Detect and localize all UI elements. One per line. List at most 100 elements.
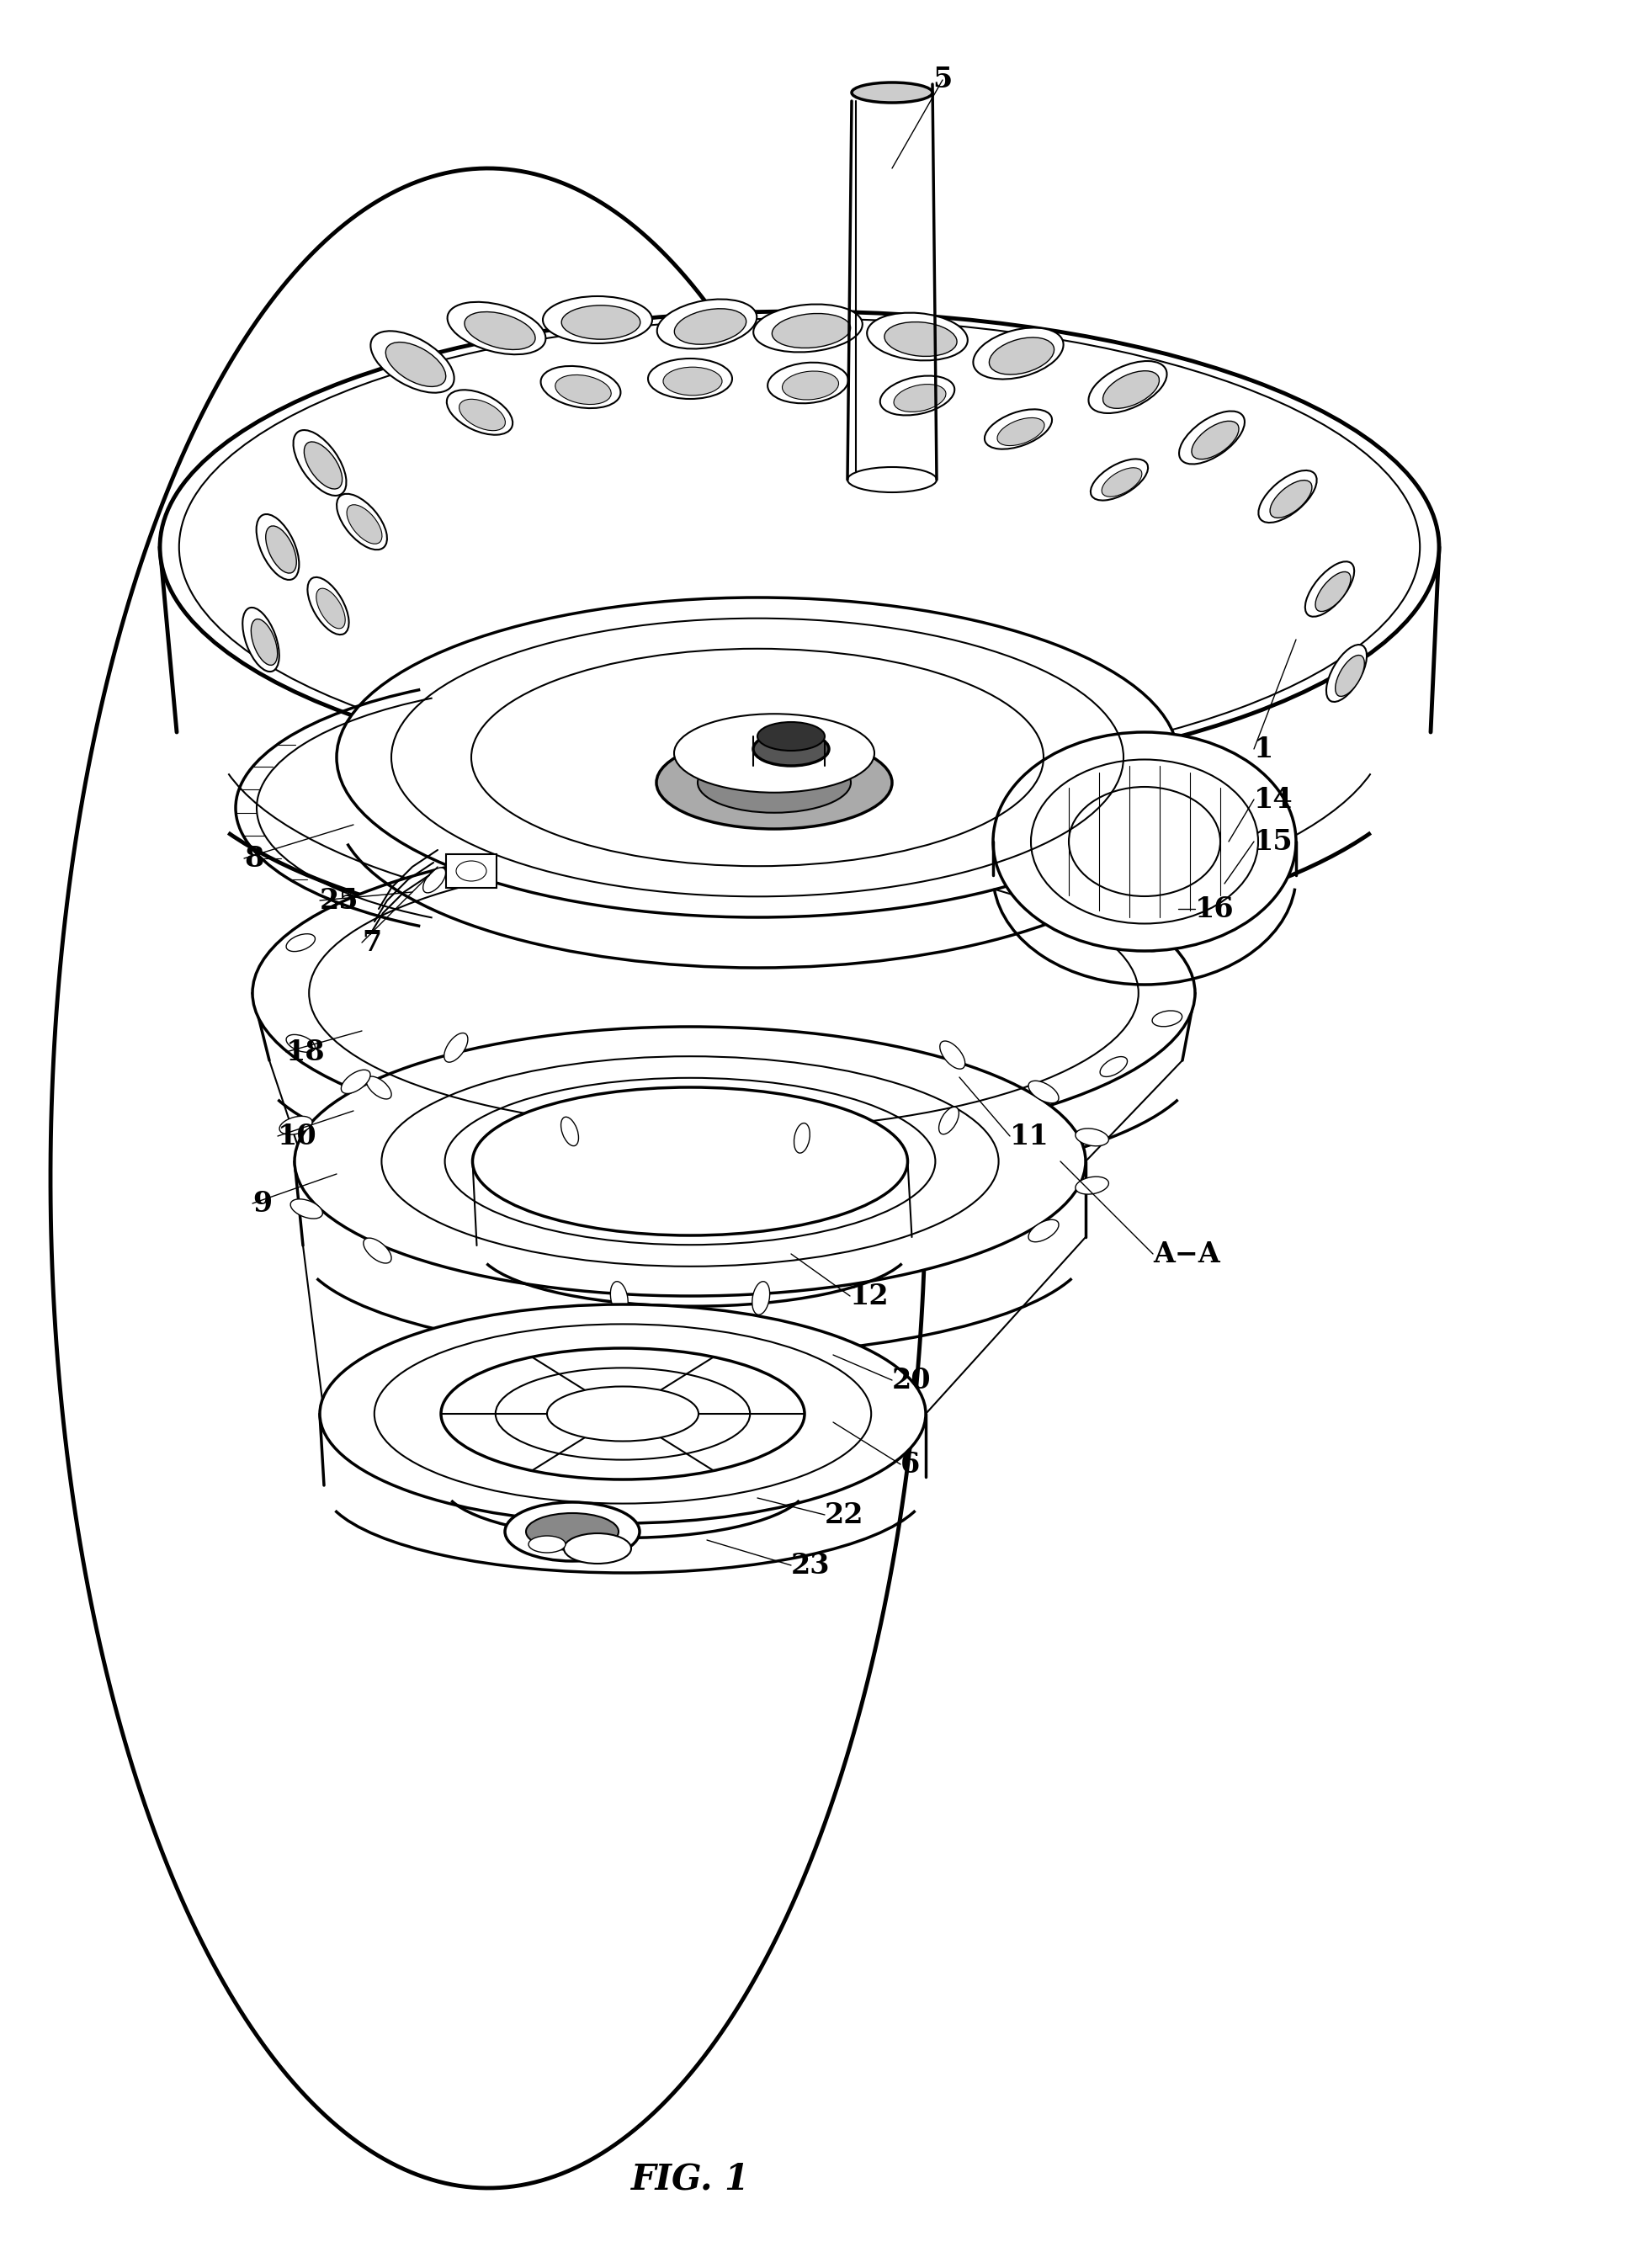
Text: 20: 20 <box>892 1365 932 1395</box>
Ellipse shape <box>1090 458 1148 501</box>
Ellipse shape <box>291 1200 322 1218</box>
Text: 23: 23 <box>791 1551 831 1579</box>
Text: 22: 22 <box>824 1501 864 1529</box>
Ellipse shape <box>1075 1129 1108 1145</box>
Ellipse shape <box>363 1238 392 1263</box>
Ellipse shape <box>867 313 968 361</box>
Ellipse shape <box>1259 469 1317 522</box>
Ellipse shape <box>370 331 454 392</box>
Text: 5: 5 <box>933 66 952 93</box>
Ellipse shape <box>337 596 1178 916</box>
Ellipse shape <box>385 342 446 386</box>
Ellipse shape <box>752 1281 770 1315</box>
Ellipse shape <box>1270 481 1312 517</box>
Ellipse shape <box>446 390 512 435</box>
Ellipse shape <box>753 304 862 352</box>
Ellipse shape <box>881 376 955 415</box>
Ellipse shape <box>256 515 299 581</box>
Text: 18: 18 <box>286 1039 325 1066</box>
Ellipse shape <box>444 1032 468 1061</box>
Ellipse shape <box>307 578 349 635</box>
Ellipse shape <box>337 494 387 549</box>
Ellipse shape <box>1191 422 1239 458</box>
Ellipse shape <box>697 753 851 812</box>
Ellipse shape <box>1104 372 1160 408</box>
Ellipse shape <box>251 619 278 665</box>
Ellipse shape <box>1100 1057 1127 1077</box>
Ellipse shape <box>638 832 654 864</box>
Ellipse shape <box>253 837 1194 1148</box>
Ellipse shape <box>286 934 316 953</box>
Ellipse shape <box>464 311 535 349</box>
Ellipse shape <box>266 526 296 574</box>
Ellipse shape <box>1029 1082 1059 1102</box>
Ellipse shape <box>562 306 641 340</box>
Text: 9: 9 <box>253 1188 273 1218</box>
Ellipse shape <box>990 338 1054 374</box>
Ellipse shape <box>1056 887 1082 909</box>
Ellipse shape <box>294 431 347 497</box>
Ellipse shape <box>547 1386 699 1440</box>
Ellipse shape <box>938 1107 958 1134</box>
Ellipse shape <box>340 1070 370 1093</box>
Ellipse shape <box>768 363 847 404</box>
Ellipse shape <box>783 372 839 399</box>
Ellipse shape <box>540 365 621 408</box>
Ellipse shape <box>998 417 1044 445</box>
Ellipse shape <box>1089 361 1166 413</box>
Ellipse shape <box>674 714 874 792</box>
Ellipse shape <box>1075 1177 1108 1195</box>
Ellipse shape <box>656 737 892 828</box>
Ellipse shape <box>563 1533 631 1563</box>
Text: 7: 7 <box>362 928 382 957</box>
Ellipse shape <box>423 869 446 894</box>
Ellipse shape <box>771 313 851 347</box>
Text: 8: 8 <box>244 844 264 873</box>
Ellipse shape <box>648 358 732 399</box>
Ellipse shape <box>472 1086 907 1236</box>
Ellipse shape <box>506 1501 639 1560</box>
Ellipse shape <box>884 322 957 356</box>
Ellipse shape <box>674 308 747 345</box>
Ellipse shape <box>852 82 932 102</box>
Ellipse shape <box>847 467 937 492</box>
Ellipse shape <box>1180 411 1244 465</box>
Ellipse shape <box>279 1116 312 1134</box>
Text: 12: 12 <box>851 1281 889 1311</box>
Ellipse shape <box>316 587 345 628</box>
Ellipse shape <box>243 608 279 671</box>
Ellipse shape <box>973 329 1064 379</box>
Ellipse shape <box>555 374 611 404</box>
Text: 1: 1 <box>1254 735 1274 762</box>
Ellipse shape <box>562 1116 578 1145</box>
Ellipse shape <box>757 721 824 751</box>
Ellipse shape <box>160 311 1439 782</box>
Ellipse shape <box>940 1041 965 1068</box>
Ellipse shape <box>662 367 722 395</box>
Text: 15: 15 <box>1254 828 1294 855</box>
Ellipse shape <box>294 1027 1085 1295</box>
Text: A−A: A−A <box>1153 1241 1221 1268</box>
Text: 14: 14 <box>1254 785 1294 814</box>
Ellipse shape <box>367 1077 392 1100</box>
Ellipse shape <box>1305 562 1355 617</box>
Ellipse shape <box>869 839 887 869</box>
Ellipse shape <box>753 733 829 767</box>
Ellipse shape <box>304 442 342 490</box>
Ellipse shape <box>1335 655 1365 696</box>
Ellipse shape <box>1315 572 1351 612</box>
Ellipse shape <box>1327 644 1366 701</box>
Ellipse shape <box>1102 467 1142 497</box>
Ellipse shape <box>347 506 382 544</box>
Ellipse shape <box>286 1034 316 1052</box>
Ellipse shape <box>525 1513 618 1549</box>
Ellipse shape <box>993 733 1297 950</box>
Polygon shape <box>446 855 497 887</box>
Text: 6: 6 <box>900 1452 920 1479</box>
Ellipse shape <box>1132 934 1161 953</box>
Text: FIG. 1: FIG. 1 <box>631 2161 750 2198</box>
Ellipse shape <box>529 1535 565 1554</box>
Ellipse shape <box>459 399 506 431</box>
Ellipse shape <box>611 1281 628 1315</box>
Ellipse shape <box>657 299 757 349</box>
